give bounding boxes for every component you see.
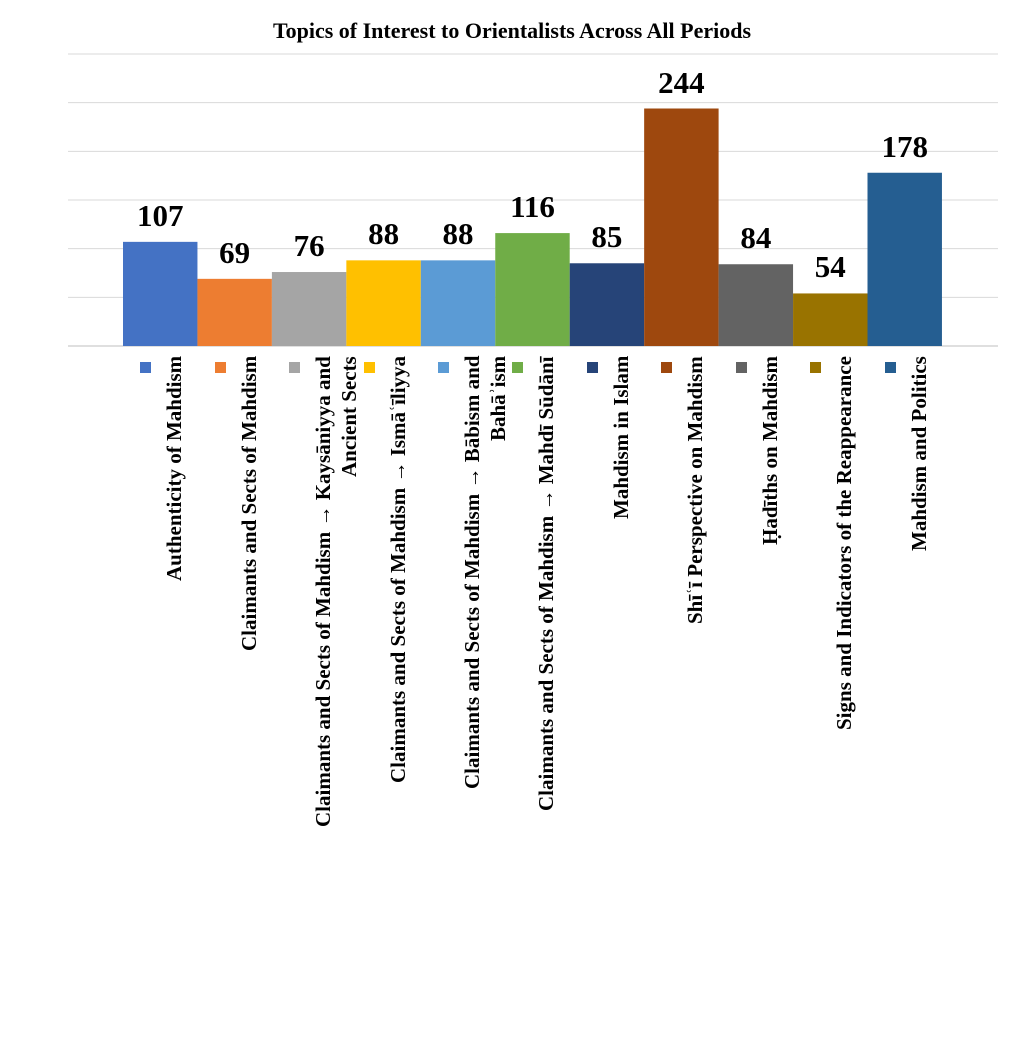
- legend-swatch: [140, 362, 152, 373]
- bar-chart: [68, 53, 998, 347]
- category-label: Mahdism in Islam: [608, 356, 634, 1056]
- category-label: Mahdism and Politics: [906, 356, 932, 1056]
- category-label-line: Mahdism and Politics: [906, 356, 931, 551]
- legend-swatch: [735, 362, 747, 373]
- bar: [644, 108, 719, 346]
- legend-swatch: [438, 362, 450, 373]
- data-label: 116: [510, 189, 555, 225]
- category-label-line: Authenticity of Mahdism: [162, 356, 187, 582]
- legend-swatch: [661, 362, 673, 373]
- legend-swatch: [512, 362, 524, 373]
- category-label-line: Bahāʾism: [486, 356, 511, 442]
- legend-swatch: [586, 362, 598, 373]
- category-label-line: Signs and Indicators of the Reappearance: [832, 356, 857, 730]
- bar: [123, 241, 198, 346]
- bar: [495, 233, 570, 346]
- legend-swatch: [884, 362, 896, 373]
- category-label: Claimants and Sects of Mahdism → Kaysāni…: [310, 356, 362, 1056]
- data-label: 54: [814, 249, 846, 285]
- category-label-line: Shīʿī Perspective on Mahdism: [683, 356, 708, 624]
- category-label-line: Claimants and Sects of Mahdism: [236, 356, 261, 652]
- data-label: 88: [442, 216, 474, 252]
- legend-swatch: [214, 362, 226, 373]
- legend-swatch: [810, 362, 822, 373]
- category-label: Signs and Indicators of the Reappearance: [831, 356, 857, 1056]
- bar: [346, 260, 421, 346]
- category-label: Authenticity of Mahdism: [161, 356, 187, 1056]
- bar: [420, 260, 496, 346]
- data-label: 178: [881, 128, 928, 164]
- chart-title: Topics of Interest to Orientalists Acros…: [272, 18, 752, 43]
- category-label-line: Ancient Sects: [337, 356, 362, 477]
- category-label: Claimants and Sects of Mahdism → Mahdī S…: [533, 356, 559, 1056]
- data-label: 76: [293, 228, 325, 264]
- category-label-line: Claimants and Sects of Mahdism → Ismāʿīl…: [385, 356, 410, 784]
- bar: [271, 272, 347, 346]
- category-label: Claimants and Sects of Mahdism: [236, 356, 262, 1056]
- category-label-line: Claimants and Sects of Mahdism → Bābism …: [460, 356, 485, 790]
- data-label: 84: [740, 220, 772, 256]
- legend-swatch: [363, 362, 375, 373]
- bar: [793, 293, 868, 346]
- data-label: 107: [136, 197, 184, 233]
- category-label: Ḥadīths on Mahdism: [757, 356, 783, 1056]
- data-label: 244: [658, 64, 705, 100]
- data-label: 85: [591, 219, 623, 255]
- category-label-line: Claimants and Sects of Mahdism → Mahdī S…: [534, 356, 559, 811]
- category-label-line: Mahdism in Islam: [608, 356, 633, 520]
- bar: [867, 172, 942, 346]
- data-label: 69: [219, 234, 251, 270]
- category-label: Claimants and Sects of Mahdism → Ismāʿīl…: [385, 356, 411, 1056]
- bar: [197, 278, 272, 346]
- legend-swatch: [289, 362, 301, 373]
- category-label: Claimants and Sects of Mahdism → Bābism …: [459, 356, 511, 1056]
- data-label: 88: [368, 216, 400, 252]
- category-label-line: Ḥadīths on Mahdism: [757, 356, 782, 546]
- category-label-line: Claimants and Sects of Mahdism → Kaysāni…: [311, 356, 336, 827]
- bar: [718, 264, 794, 346]
- bar: [569, 263, 645, 346]
- category-label: Shīʿī Perspective on Mahdism: [682, 356, 708, 1056]
